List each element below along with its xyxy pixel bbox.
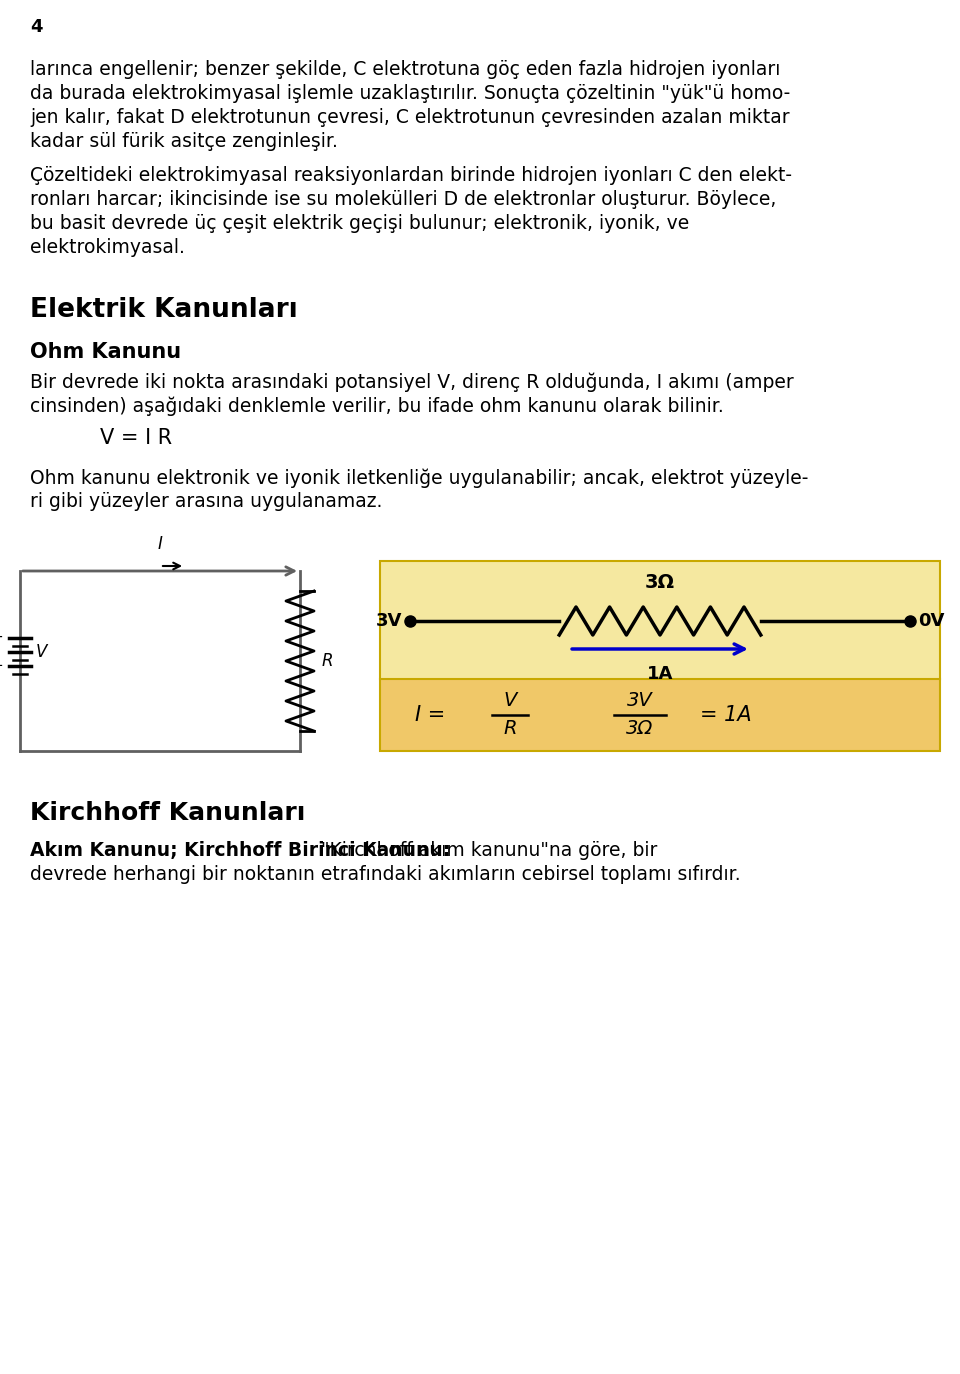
Text: larınca engellenir; benzer şekilde, C elektrotuna göç eden fazla hidrojen iyonla: larınca engellenir; benzer şekilde, C el… xyxy=(30,60,780,78)
Text: 3Ω: 3Ω xyxy=(645,573,675,592)
Text: Bir devrede iki nokta arasındaki potansiyel V, direnç R olduğunda, I akımı (ampe: Bir devrede iki nokta arasındaki potansi… xyxy=(30,372,794,392)
Polygon shape xyxy=(380,679,940,752)
Text: kadar sül fürik asitçe zenginleşir.: kadar sül fürik asitçe zenginleşir. xyxy=(30,132,338,151)
Text: +: + xyxy=(0,631,3,646)
Text: R: R xyxy=(503,720,516,738)
Text: Akım Kanunu; Kirchhoff Birinci Kanunu:: Akım Kanunu; Kirchhoff Birinci Kanunu: xyxy=(30,841,450,860)
Text: Çözeltideki elektrokimyasal reaksiyonlardan birinde hidrojen iyonları C den elek: Çözeltideki elektrokimyasal reaksiyonlar… xyxy=(30,166,792,185)
Text: Elektrik Kanunları: Elektrik Kanunları xyxy=(30,297,298,323)
Text: bu basit devrede üç çeşit elektrik geçişi bulunur; elektronik, iyonik, ve: bu basit devrede üç çeşit elektrik geçiş… xyxy=(30,214,689,234)
Text: = 1A: = 1A xyxy=(700,705,752,725)
Text: V: V xyxy=(36,643,47,661)
Text: Kirchhoff Kanunları: Kirchhoff Kanunları xyxy=(30,801,305,824)
Text: 4: 4 xyxy=(30,18,42,36)
Text: "Kirchhoff akım kanunu"na göre, bir: "Kirchhoff akım kanunu"na göre, bir xyxy=(315,841,658,860)
Text: 3V: 3V xyxy=(627,691,653,710)
Text: da burada elektrokimyasal işlemle uzaklaştırılır. Sonuçta çözeltinin "yük"ü homo: da burada elektrokimyasal işlemle uzakla… xyxy=(30,84,790,103)
Text: 3Ω: 3Ω xyxy=(626,720,654,738)
Text: ronları harcar; ikincisinde ise su molekülleri D de elektronlar oluşturur. Böyle: ronları harcar; ikincisinde ise su molek… xyxy=(30,190,777,209)
Text: V: V xyxy=(503,691,516,710)
Text: Ohm kanunu elektronik ve iyonik iletkenliğe uygulanabilir; ancak, elektrot yüzey: Ohm kanunu elektronik ve iyonik iletkenl… xyxy=(30,469,808,488)
Polygon shape xyxy=(380,561,940,679)
Text: ri gibi yüzeyler arasına uygulanamaz.: ri gibi yüzeyler arasına uygulanamaz. xyxy=(30,492,382,511)
Text: 3V: 3V xyxy=(375,611,402,631)
Text: −: − xyxy=(0,658,3,673)
Text: devrede herhangi bir noktanın etrafındaki akımların cebirsel toplamı sıfırdır.: devrede herhangi bir noktanın etrafındak… xyxy=(30,866,740,883)
Text: 0V: 0V xyxy=(918,611,945,631)
Text: 1A: 1A xyxy=(647,665,673,683)
Text: I =: I = xyxy=(415,705,445,725)
Text: Ohm Kanunu: Ohm Kanunu xyxy=(30,342,181,361)
Text: R: R xyxy=(322,653,333,671)
Text: jen kalır, fakat D elektrotunun çevresi, C elektrotunun çevresinden azalan mikta: jen kalır, fakat D elektrotunun çevresi,… xyxy=(30,109,790,126)
Text: V = I R: V = I R xyxy=(100,427,172,448)
Text: cinsinden) aşağıdaki denklemle verilir, bu ifade ohm kanunu olarak bilinir.: cinsinden) aşağıdaki denklemle verilir, … xyxy=(30,396,724,415)
Text: I: I xyxy=(157,534,162,552)
Text: elektrokimyasal.: elektrokimyasal. xyxy=(30,238,185,257)
